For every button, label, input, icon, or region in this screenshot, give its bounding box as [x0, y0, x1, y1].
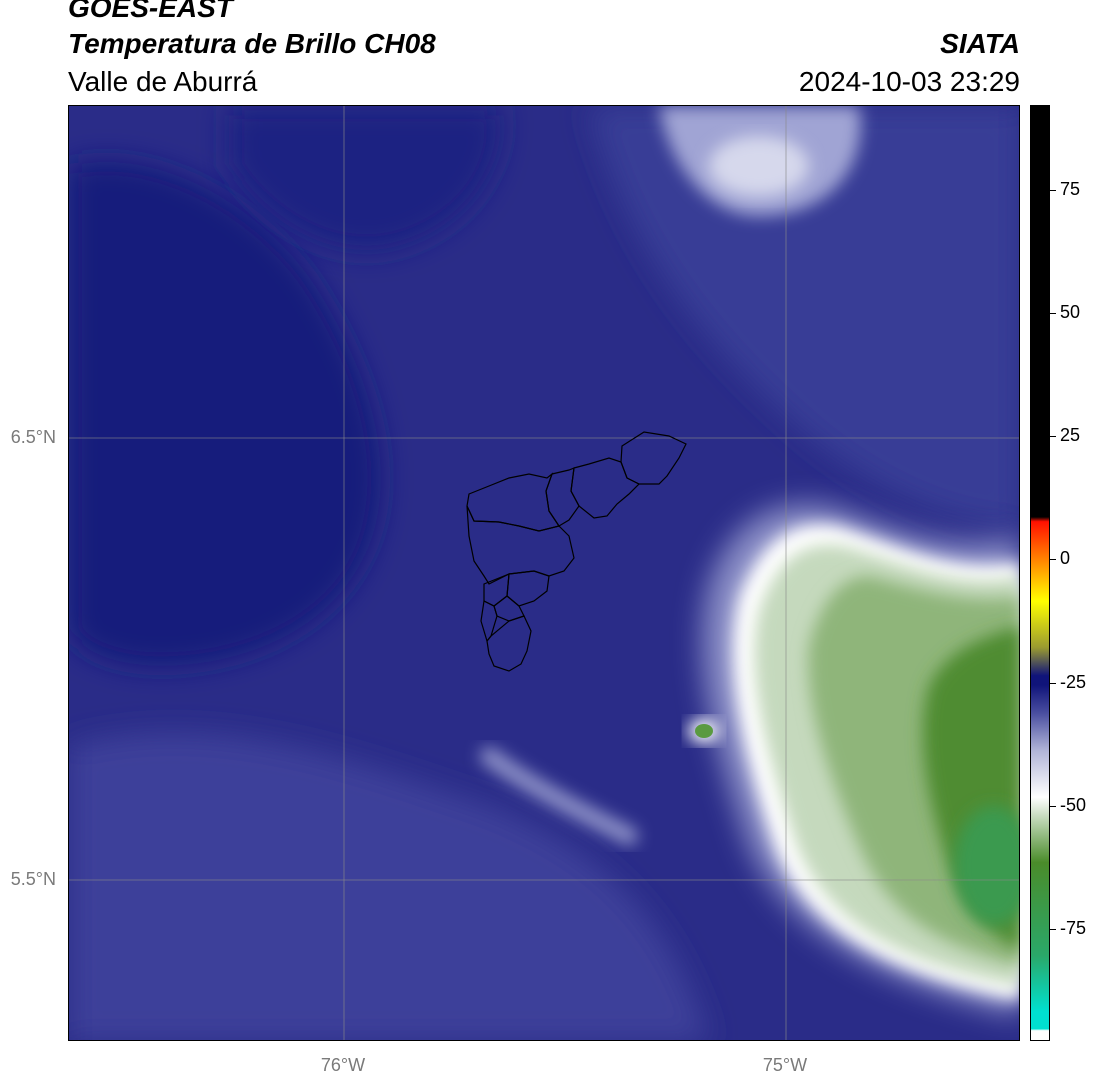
warm-patch-core	[709, 136, 809, 196]
mid-cloud-band-2	[589, 106, 1019, 526]
colorbar-tick-0	[1050, 559, 1056, 560]
colorbar-label-neg25: -25	[1060, 672, 1087, 692]
municipality-medellin	[466, 505, 575, 585]
colorbar-label-neg50: -50	[1060, 795, 1087, 815]
satellite-title: GOES-EAST	[68, 0, 233, 23]
colorbar-label-75: 75	[1060, 179, 1081, 199]
colorbar-tick-neg50	[1050, 806, 1056, 807]
colorbar-label-25: 25	[1060, 425, 1081, 445]
region-label: Valle de Aburrá	[68, 66, 258, 97]
product-title: Temperatura de Brillo CH08	[68, 28, 436, 59]
colorbar	[1030, 105, 1050, 1041]
colorbar-tick-50	[1050, 313, 1056, 314]
colorbar-label-neg75: -75	[1060, 918, 1087, 938]
satellite-map[interactable]	[68, 105, 1020, 1041]
colorbar-label-0: 0	[1060, 548, 1071, 568]
valle-de-aburra-boundaries	[466, 431, 687, 672]
cold-cloud-region	[69, 161, 381, 666]
colorbar-tick-25	[1050, 436, 1056, 437]
colorbar-tick-neg25	[1050, 683, 1056, 684]
colorbar-tick-neg75	[1050, 929, 1056, 930]
municipality-caldas	[486, 615, 532, 672]
lon-label-76: 76°W	[320, 1055, 366, 1075]
colorbar-tick-75	[1050, 190, 1056, 191]
source-label: SIATA	[940, 28, 1020, 59]
clear-sky-teal	[954, 806, 1019, 926]
lon-label-75: 75°W	[762, 1055, 808, 1075]
colorbar-label-50: 50	[1060, 302, 1081, 322]
isolated-spot-core	[695, 724, 713, 738]
mid-cloud-band	[69, 732, 709, 1040]
lat-label-5-5: 5.5°N	[10, 869, 56, 889]
cloud-streak	[480, 747, 638, 845]
cold-cloud-region-2	[229, 106, 501, 251]
timestamp-label: 2024-10-03 23:29	[798, 66, 1020, 97]
lat-label-6-5: 6.5°N	[10, 427, 56, 447]
